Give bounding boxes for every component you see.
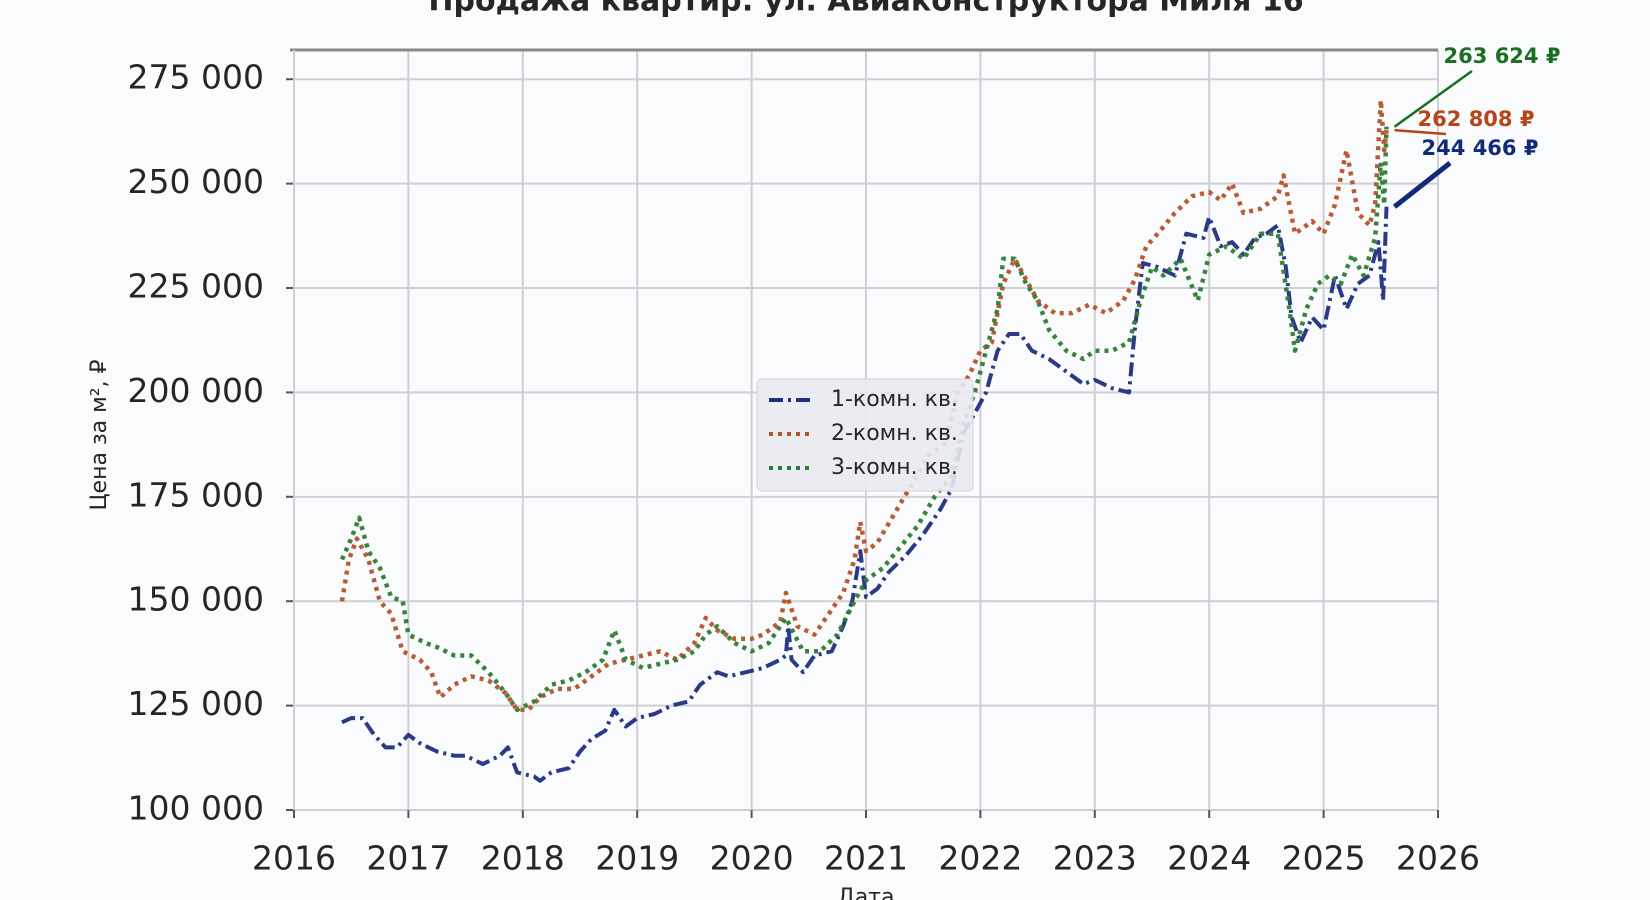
legend-label: 3-комн. кв. [831,455,958,480]
legend-label: 2-комн. кв. [831,421,958,446]
x-tick-label: 2016 [252,839,336,878]
y-tick-label: 275 000 [128,58,264,97]
annotation: 263 624 ₽ [1444,44,1561,68]
y-tick-label: 250 000 [128,162,264,201]
annotation-arrow [1392,161,1452,209]
x-tick-label: 2018 [481,839,565,878]
annotation: 244 466 ₽ [1422,136,1539,160]
y-axis-label: Цена за м², ₽ [87,359,112,510]
chart-title: Продажа квартир: ул. Авиаконструктора Ми… [428,0,1303,19]
annotation-arrow [1393,69,1473,128]
y-tick-label: 225 000 [128,267,264,306]
annotation-arrow [1394,128,1447,136]
x-tick-label: 2019 [595,839,679,878]
x-tick-label: 2022 [938,839,1022,878]
x-axis-label: Дата [838,885,895,900]
y-tick-label: 125 000 [128,684,264,723]
series-line [339,97,1389,713]
x-tick-label: 2024 [1167,839,1251,878]
y-tick-label: 200 000 [128,371,264,410]
series-line [339,126,1389,713]
annotation: 262 808 ₽ [1418,107,1535,131]
x-tick-label: 2026 [1396,839,1480,878]
legend-label: 1-комн. кв. [831,387,958,412]
x-tick-label: 2023 [1053,839,1137,878]
legend: 1-комн. кв. 2-комн. кв. 3-комн. кв. [756,378,974,492]
y-tick-label: 175 000 [128,475,264,514]
x-tick-label: 2020 [710,839,794,878]
y-tick-label: 150 000 [128,580,264,619]
x-tick-label: 2025 [1282,839,1366,878]
x-tick-label: 2021 [824,839,908,878]
y-tick-label: 100 000 [128,789,264,828]
x-tick-label: 2017 [366,839,450,878]
series-line [341,206,1389,783]
legend-box [756,378,974,492]
